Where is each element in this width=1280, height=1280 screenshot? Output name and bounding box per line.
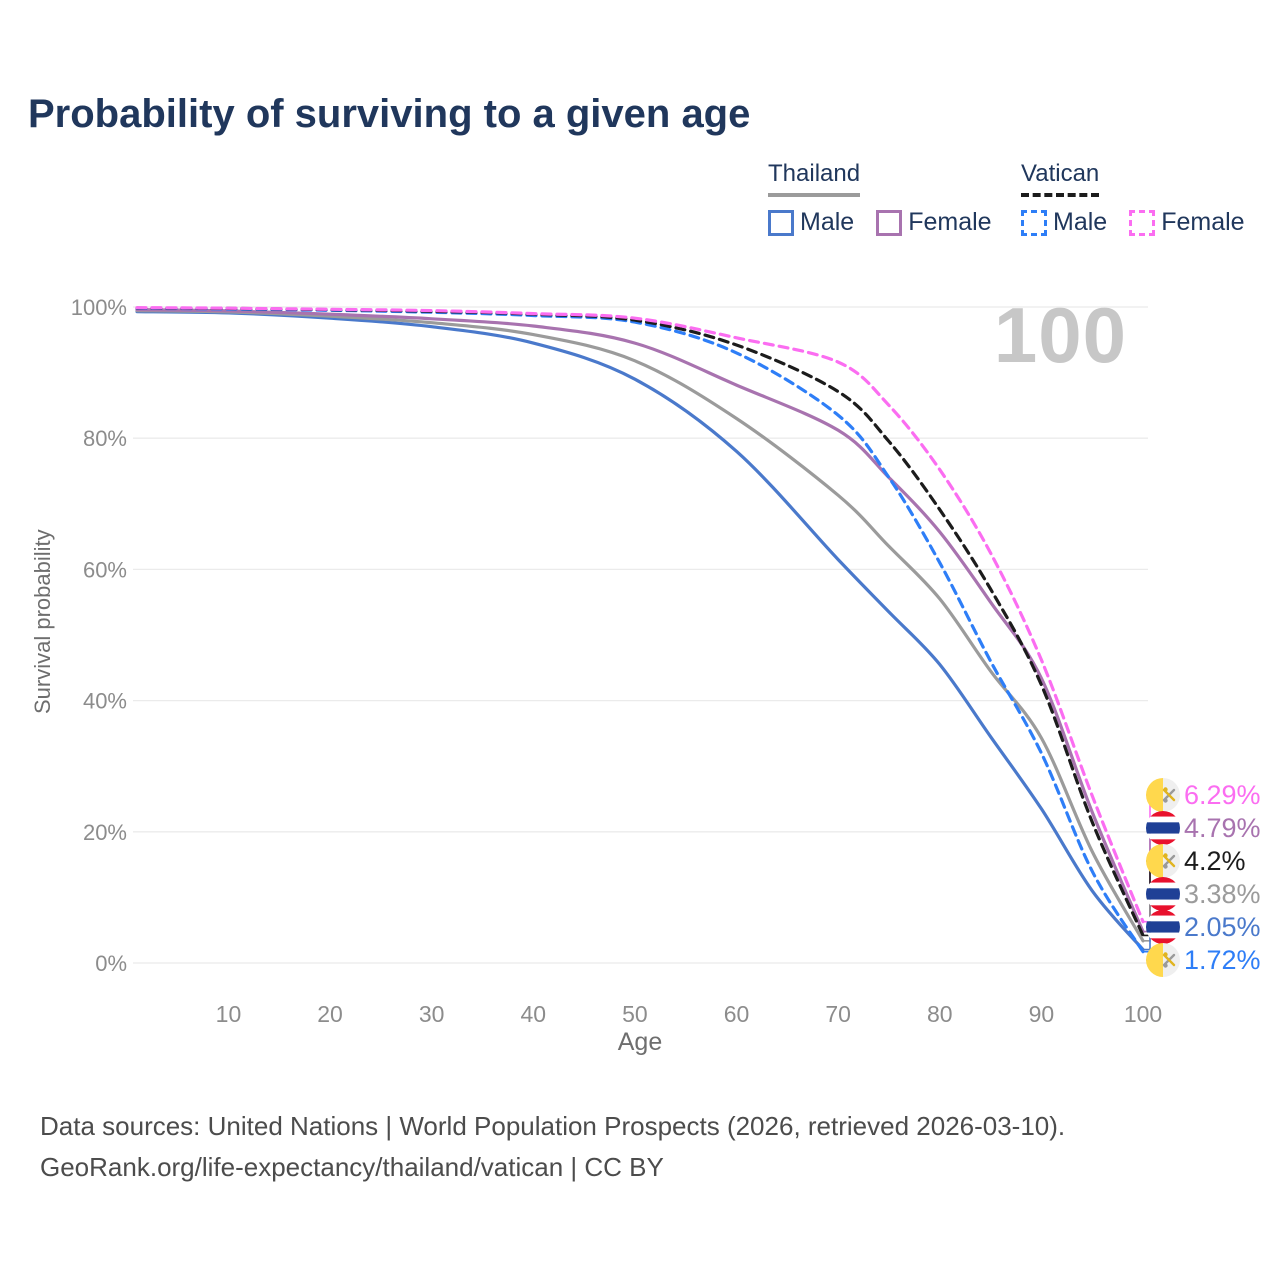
end-value-label-vatican-total: 4.2%	[1184, 846, 1246, 876]
x-tick-label: 50	[622, 1001, 648, 1027]
thailand-flag-icon	[1146, 910, 1180, 944]
legend-group-thailand: Thailand Male Female	[768, 160, 992, 237]
legend-item-label: Female	[1161, 208, 1245, 236]
y-tick-label: 60%	[83, 557, 127, 582]
end-value-label-vatican-male: 1.72%	[1184, 945, 1261, 975]
y-tick-label: 100%	[71, 295, 127, 320]
x-tick-label: 100	[1124, 1001, 1162, 1027]
thailand-male-swatch-icon	[768, 209, 794, 236]
page-title: Probability of surviving to a given age	[28, 92, 751, 136]
x-tick-label: 40	[521, 1001, 547, 1027]
vatican-male-swatch-icon	[1021, 209, 1047, 236]
y-axis-title: Survival probability	[30, 529, 55, 715]
vatican-flag-icon	[1146, 943, 1180, 977]
end-value-label-thailand-female: 4.79%	[1184, 813, 1261, 843]
y-tick-label: 20%	[83, 820, 127, 845]
footer-attribution: GeoRank.org/life-expectancy/thailand/vat…	[40, 1152, 664, 1182]
end-value-label-thailand-male: 2.05%	[1184, 912, 1261, 942]
x-tick-label: 60	[724, 1001, 750, 1027]
x-tick-label: 30	[419, 1001, 445, 1027]
curve-vatican-female[interactable]	[135, 306, 1145, 924]
leader-thailand-female	[1143, 827, 1151, 933]
footer-data-sources: Data sources: United Nations | World Pop…	[40, 1111, 1066, 1141]
curve-vatican-male[interactable]	[135, 306, 1145, 954]
x-axis-title: Age	[617, 1028, 663, 1056]
curve-thailand-female[interactable]	[135, 308, 1145, 934]
end-value-label-thailand-total: 3.38%	[1184, 879, 1261, 909]
legend-item-vatican-female[interactable]: Female	[1129, 208, 1245, 237]
legend-item-thailand-male[interactable]: Male	[768, 208, 854, 237]
legend-item-thailand-female[interactable]: Female	[876, 208, 992, 237]
end-value-label-vatican-female: 6.29%	[1184, 780, 1261, 810]
x-tick-label: 10	[216, 1001, 242, 1027]
legend: Thailand Male Female Vatican Male	[0, 160, 1280, 250]
thailand-flag-icon	[1146, 811, 1180, 845]
curve-vatican-total[interactable]	[135, 306, 1145, 937]
x-tick-label: 20	[317, 1001, 343, 1027]
legend-group-vatican-label[interactable]: Vatican	[1021, 160, 1100, 197]
legend-item-label: Male	[800, 208, 855, 236]
legend-item-label: Male	[1053, 208, 1108, 236]
thailand-female-swatch-icon	[876, 209, 903, 236]
legend-item-label: Female	[908, 208, 992, 236]
legend-item-vatican-male[interactable]: Male	[1021, 208, 1107, 237]
footer: Data sources: United Nations | World Pop…	[40, 1106, 1065, 1188]
vatican-flag-icon	[1146, 844, 1180, 878]
y-tick-label: 40%	[83, 689, 127, 714]
y-tick-label: 80%	[83, 426, 127, 451]
legend-group-thailand-label[interactable]: Thailand	[768, 160, 861, 197]
vatican-flag-icon	[1146, 778, 1180, 812]
vatican-female-swatch-icon	[1129, 209, 1156, 236]
x-tick-label: 80	[927, 1001, 953, 1027]
curve-thailand-male[interactable]	[135, 310, 1145, 952]
thailand-flag-icon	[1146, 877, 1180, 911]
curve-thailand-total[interactable]	[135, 309, 1145, 943]
age-watermark: 100	[993, 291, 1127, 379]
y-tick-label: 0%	[95, 951, 127, 976]
x-tick-label: 90	[1029, 1001, 1055, 1027]
x-tick-label: 70	[825, 1001, 851, 1027]
legend-group-vatican: Vatican Male Female	[1021, 160, 1245, 237]
